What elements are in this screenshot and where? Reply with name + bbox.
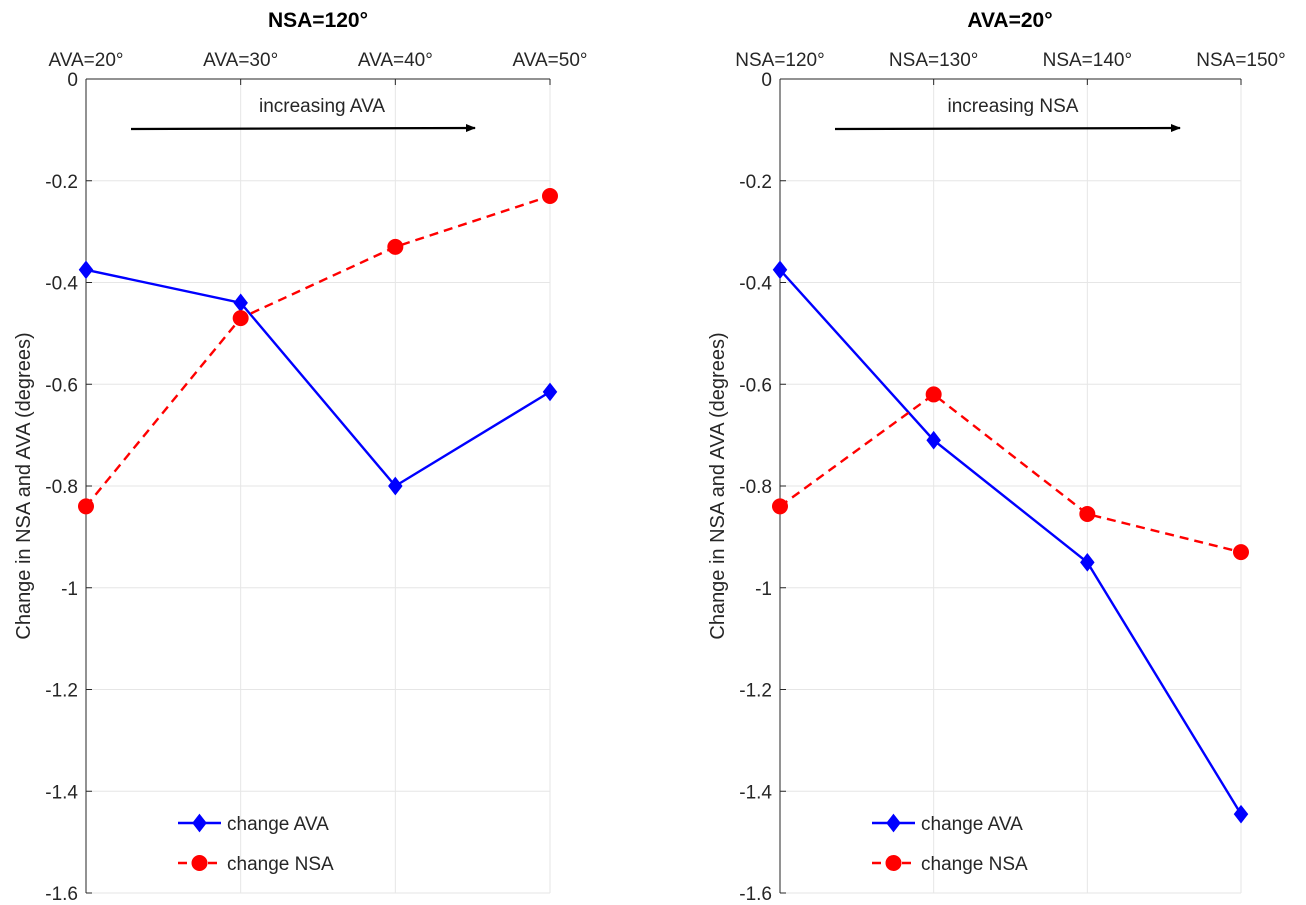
legend-marker [885,855,902,871]
legend-label: change AVA [227,814,329,835]
y-tick-label: -0.4 [45,274,78,295]
y-tick-label: -1.6 [45,884,78,905]
data-point-change-ava [78,260,94,280]
x-tick-label: NSA=130° [889,50,978,71]
y-axis-label: Change in NSA and AVA (degrees) [707,332,729,639]
legend-marker [191,855,208,871]
data-point-change-ava [1080,553,1095,572]
legend-marker [886,813,901,833]
y-tick-label: -0.8 [45,477,78,498]
data-point-change-nsa [387,238,404,255]
y-tick-label: -0.2 [45,172,78,193]
x-tick-label: NSA=140° [1043,50,1132,71]
data-point-change-ava [542,382,558,402]
y-tick-label: 0 [67,70,78,91]
data-point-change-nsa [772,498,788,515]
y-tick-label: 0 [761,70,772,91]
data-point-change-nsa [1079,505,1096,522]
y-tick-label: -1.6 [739,884,772,905]
series-line-change-nsa [85,194,551,508]
y-tick-label: -1 [755,579,772,600]
series-line-change-ava [779,268,1243,815]
data-point-change-ava [1233,804,1249,824]
x-tick-label: AVA=20° [48,50,123,71]
y-tick-label: -1.4 [739,782,772,803]
legend-label: change AVA [921,814,1023,835]
series-line-change-ava [85,268,551,488]
data-point-change-ava [926,430,941,450]
annotation-text: increasing AVA [259,96,385,117]
data-point-change-nsa [542,188,558,205]
chart-panel-2: 0 -0.2 -0.4 -0.6 -0.8 -1 -1.2 -1.4 -1.6 NSA=120° N… [707,9,1286,905]
y-tick-label: -1.2 [739,681,772,702]
y-tick-label: -0.6 [739,375,772,396]
data-point-change-ava [388,476,403,496]
legend-label: change NSA [227,854,334,875]
data-point-change-nsa [925,386,942,403]
chart-title: AVA=20° [967,9,1052,32]
data-point-change-nsa [78,498,94,515]
x-tick-label: AVA=50° [512,50,587,71]
annotation-arrow [834,124,1181,133]
y-tick-label: -1.2 [45,681,78,702]
annotation-arrow [130,124,476,133]
data-point-change-ava [772,260,788,280]
x-tick-label: AVA=40° [358,50,433,71]
legend-label: change NSA [921,854,1028,875]
x-tick-label: NSA=150° [1196,50,1285,71]
y-tick-label: -1 [61,579,78,600]
y-tick-label: -0.6 [45,375,78,396]
chart-title: NSA=120° [268,9,368,32]
y-tick-label: -0.4 [739,274,772,295]
data-point-change-nsa [232,310,249,327]
annotation-text: increasing NSA [948,96,1079,117]
y-tick-label: -1.4 [45,782,78,803]
y-axis-label: Change in NSA and AVA (degrees) [13,332,35,639]
series-line-change-nsa [779,392,1242,554]
data-point-change-nsa [1233,544,1249,561]
x-tick-label: AVA=30° [203,50,278,71]
chart-panel-1: 0 -0.2 -0.4 -0.6 -0.8 -1 -1.2 -1.4 -1.6 AVA=20° AV… [13,9,588,905]
legend-marker [192,813,207,833]
x-tick-label: NSA=120° [735,50,824,71]
y-tick-label: -0.8 [739,477,772,498]
y-tick-label: -0.2 [739,172,772,193]
